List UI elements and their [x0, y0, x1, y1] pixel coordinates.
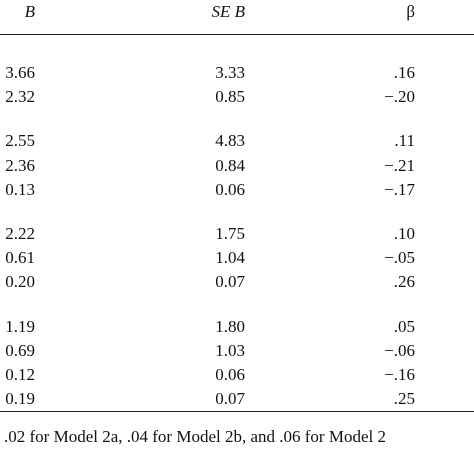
- table-cell: 1.19: [5, 316, 35, 336]
- table-cell: −.05: [384, 248, 415, 268]
- table-cell: 0.07: [215, 389, 245, 409]
- table-cell: −.16: [384, 365, 415, 384]
- table-cell: −.21: [384, 155, 415, 175]
- column-header: B: [24, 2, 35, 21]
- table-cell: .10: [393, 224, 415, 243]
- footnote: .02 for Model 2a, .04 for Model 2b, and …: [4, 427, 386, 446]
- table-cell: 2.36: [5, 155, 35, 175]
- table-cell: 3.33: [215, 63, 245, 82]
- header-rule: [0, 34, 474, 35]
- table-cell: 2.22: [5, 224, 35, 243]
- table-cell: 0.69: [5, 340, 35, 360]
- table-cell: 0.19: [5, 389, 35, 409]
- table-cell: 0.07: [215, 272, 245, 292]
- table-cell: 1.80: [215, 316, 245, 336]
- column-header: SE B: [211, 2, 245, 21]
- table-cell: 1.04: [215, 248, 245, 268]
- table-cell: 0.61: [5, 248, 35, 268]
- table-cell: .11: [394, 131, 415, 151]
- table-cell: 1.75: [215, 224, 245, 243]
- table-cell: 0.12: [5, 365, 35, 384]
- table-cell: 0.13: [5, 179, 35, 199]
- column-header: β: [406, 2, 415, 21]
- table-cell: 0.06: [215, 179, 245, 199]
- table-cell: 2.32: [5, 87, 35, 107]
- table-cell: .26: [393, 272, 415, 292]
- table-cell: 0.84: [215, 155, 245, 175]
- bottom-rule: [0, 411, 474, 412]
- table-cell: .05: [393, 316, 415, 336]
- table-cell: 1.03: [215, 340, 245, 360]
- table-cell: 0.85: [215, 87, 245, 107]
- table-cell: −.06: [384, 340, 415, 360]
- table-cell: −.17: [384, 179, 415, 199]
- table-cell: 3.66: [5, 63, 35, 82]
- table-cell: 0.20: [5, 272, 35, 292]
- table-cell: .25: [393, 389, 415, 409]
- table-cell: 4.83: [215, 131, 245, 151]
- table-cell: 0.06: [215, 365, 245, 384]
- table-cell: .16: [393, 63, 415, 82]
- table-cell: −.20: [384, 87, 415, 107]
- table-cell: 2.55: [5, 131, 35, 151]
